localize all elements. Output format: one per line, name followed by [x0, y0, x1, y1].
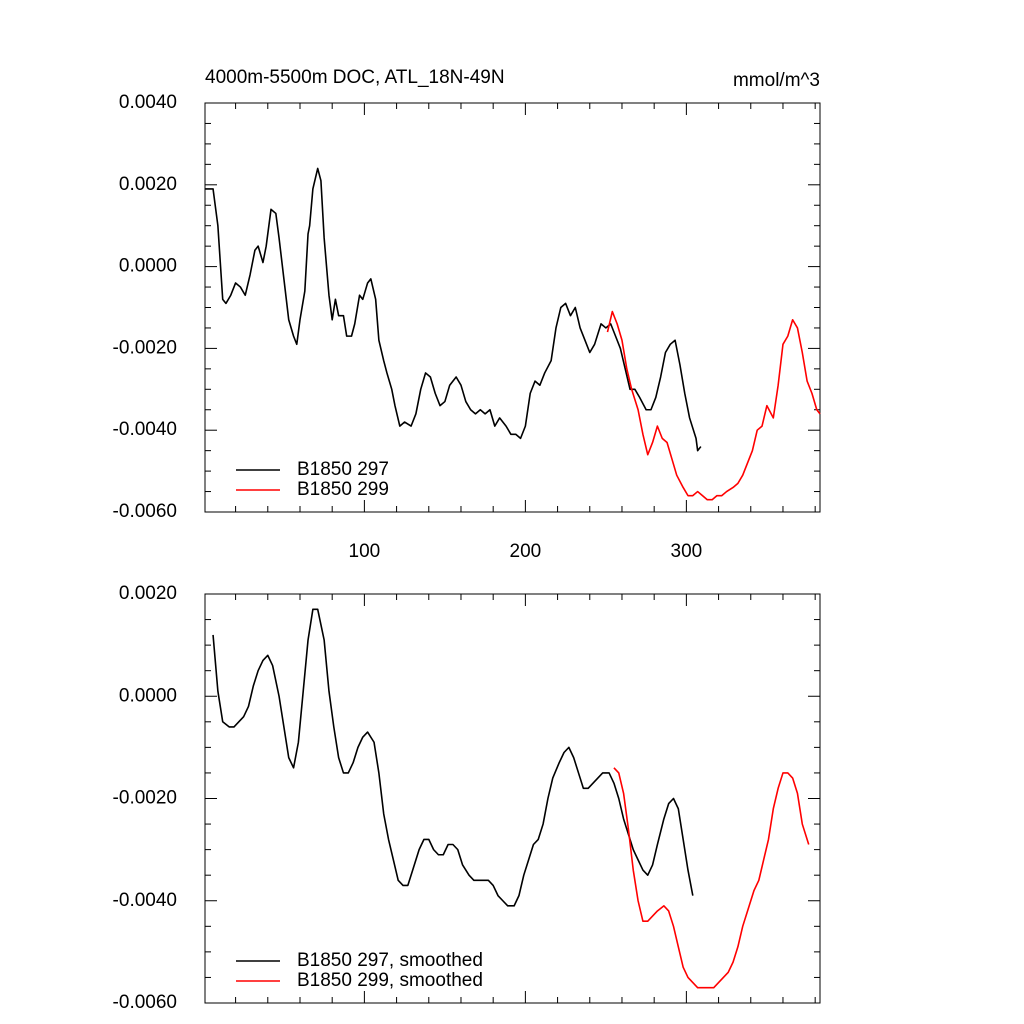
y-tick-label: 0.0000 [119, 685, 177, 706]
chart-title: 4000m-5500m DOC, ATL_18N-49N [205, 67, 505, 88]
data-line [613, 767, 810, 989]
plot-frame [204, 102, 821, 513]
y-tick-label: 0.0000 [119, 256, 177, 277]
y-tick-label: -0.0060 [113, 992, 177, 1013]
plot-frame [204, 593, 821, 1004]
data-line [606, 310, 821, 501]
legend-label: B1850 297 [297, 459, 389, 480]
y-tick-label: -0.0040 [113, 419, 177, 440]
x-tick-label: 100 [349, 541, 381, 562]
data-line [212, 608, 694, 907]
legend-label: B1850 297, smoothed [297, 950, 483, 971]
y-tick-label: -0.0060 [113, 501, 177, 522]
x-tick-label: 300 [671, 541, 703, 562]
y-tick-label: -0.0040 [113, 890, 177, 911]
legend-label: B1850 299 [297, 479, 389, 500]
y-tick-label: 0.0040 [119, 92, 177, 113]
units-label: mmol/m^3 [733, 70, 820, 91]
data-line [205, 167, 702, 452]
y-tick-label: 0.0020 [119, 583, 177, 604]
y-tick-label: -0.0020 [113, 337, 177, 358]
y-tick-label: 0.0020 [119, 174, 177, 195]
x-tick-label: 200 [510, 541, 542, 562]
y-tick-label: -0.0020 [113, 788, 177, 809]
legend-label: B1850 299, smoothed [297, 970, 483, 991]
